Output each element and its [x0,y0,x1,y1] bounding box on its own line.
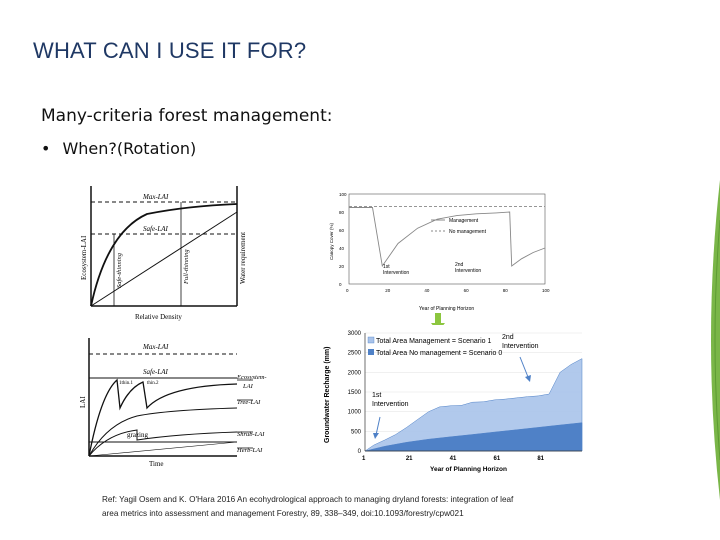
reference-citation: Ref: Yagil Osem and K. O'Hara 2016 An ec… [102,493,572,521]
chart2-y-tick: 3000 [348,331,362,337]
chart1-y-tick: 0 [339,282,342,287]
safe-lai-label-2: Safe-LAI [143,368,169,376]
y-axis-label-2: LAI [79,396,87,408]
bullet-dot-icon: • [41,139,51,158]
tree-lai-label: Tree-LAI [237,399,261,406]
chart2-y-tick: 0 [358,449,362,455]
max-lai-label: Max-LAI [142,193,169,201]
grazing-label: grazing [127,431,148,439]
max-lai-label-2: Max-LAI [142,343,169,351]
ecosystem-lai-label: Ecosystem- [236,374,267,381]
herb-lai-label: Herb-LAI [236,447,263,454]
chart2-y-label: Groundwater Recharge (mm) [324,347,331,443]
bullet-item: • When?(Rotation) [41,139,196,158]
chart2-annotation-2nd: 2nd Intervention [502,334,539,350]
chart1-y-tick: 20 [339,264,345,269]
chart2-x-tick: 1 [362,456,366,462]
chart2-legend-label-2: Total Area No management = Scenario 0 [376,350,502,357]
chart1-y-tick: 80 [339,210,345,215]
chart2-y-tick: 500 [351,429,362,435]
y-axis-label: Ecosystem-LAI [80,235,88,280]
groundwater-recharge-chart: 1 21 41 61 81 0 500 1000 1500 2000 2500 3000 Ground… [316,325,586,475]
chart2-legend-swatch-2 [368,349,374,355]
chart1-y-tick: 100 [339,192,347,197]
leaf-decoration-icon [711,180,720,500]
chart2-x-tick: 61 [494,456,501,462]
chart2-arrowhead-2nd [525,375,531,382]
chart1-legend-management: Management [449,218,479,224]
chart1-series-line-1 [349,207,546,268]
chart2-series-area-2 [364,422,583,452]
thin1-label: 1thin.1 [119,381,134,386]
chart2-arrow-1st [375,416,381,436]
chart1-x-tick: 60 [464,288,470,293]
chart2-arrowhead-1st [373,433,379,439]
chart1-x-tick: 0 [346,288,349,293]
chart2-x-label: Year of Planning Horizon [430,466,507,473]
reference-line-2: area metrics into assessment and managem… [102,509,464,518]
chart1-y-label: Canopy Cover (%) [329,222,334,260]
reference-line-1: Ref: Yagil Osem and K. O'Hara 2016 An ec… [102,495,514,504]
x-axis-label: Relative Density [135,313,182,321]
chart1-y-tick: 60 [339,228,345,233]
chart2-x-tick: 21 [406,456,413,462]
chart2-x-tick: 41 [450,456,457,462]
figure-lai-time: Max-LAI Safe-LAI 1thin.1 thin.2 grazing … [79,338,267,468]
chart1-annotation-1st: 1st Intervention [383,264,409,276]
chart1-x-tick: 80 [503,288,509,293]
chart2-legend-label-1: Total Area Management = Scenario 1 [376,338,491,345]
slide-subtitle: Many-criteria forest management: [41,106,333,126]
chart2-series-area-1 [364,358,583,452]
chart1-x-tick: 20 [385,288,391,293]
chart2-arrow-2nd [519,356,529,378]
chart1-x-tick: 40 [424,288,430,293]
safe-lai-label: Safe-LAI [143,225,169,233]
chart2-legend-swatch-1 [367,336,375,344]
safe-thinning-label: Safe-thinning [116,252,123,288]
chart2-x-tick: 81 [537,456,544,462]
x-axis-label-2: Time [149,460,164,468]
chart2-y-tick: 1500 [348,390,362,396]
shrub-lai-label: Shrub-LAI [237,431,265,438]
thin2-label: thin.2 [147,381,159,386]
y2-axis-label: Water requirement [239,232,247,284]
chart2-y-tick: 2000 [348,370,362,376]
chart1-plot-frame [348,193,546,285]
chart1-annotation-2nd: 2nd Intervention [455,262,481,274]
chart2-y-tick: 2500 [348,351,362,357]
chart1-legend-no-management: No management [449,229,487,235]
chart1-x-tick: 100 [542,288,550,293]
bullet-text: When?(Rotation) [62,139,197,158]
chart1-x-label: Year of Planning Horizon [419,306,474,312]
chart2-annotation-1st: 1st Intervention [372,392,409,408]
slide-title: WHAT CAN I USE IT FOR? [33,38,307,63]
ecosystem-lai-label-2: LAI [242,383,254,390]
figure-lai-density: Max-LAI Safe-LAI Ecosystem-LAI Water req… [80,186,247,321]
full-thinning-label: Full-thinning [183,249,190,285]
chart1-y-tick: 40 [339,246,345,251]
canopy-cover-chart: 0 20 40 60 80 100 0 20 40 60 80 100 Canopy Cover (%… [329,192,550,312]
chart2-y-tick: 1000 [348,410,362,416]
